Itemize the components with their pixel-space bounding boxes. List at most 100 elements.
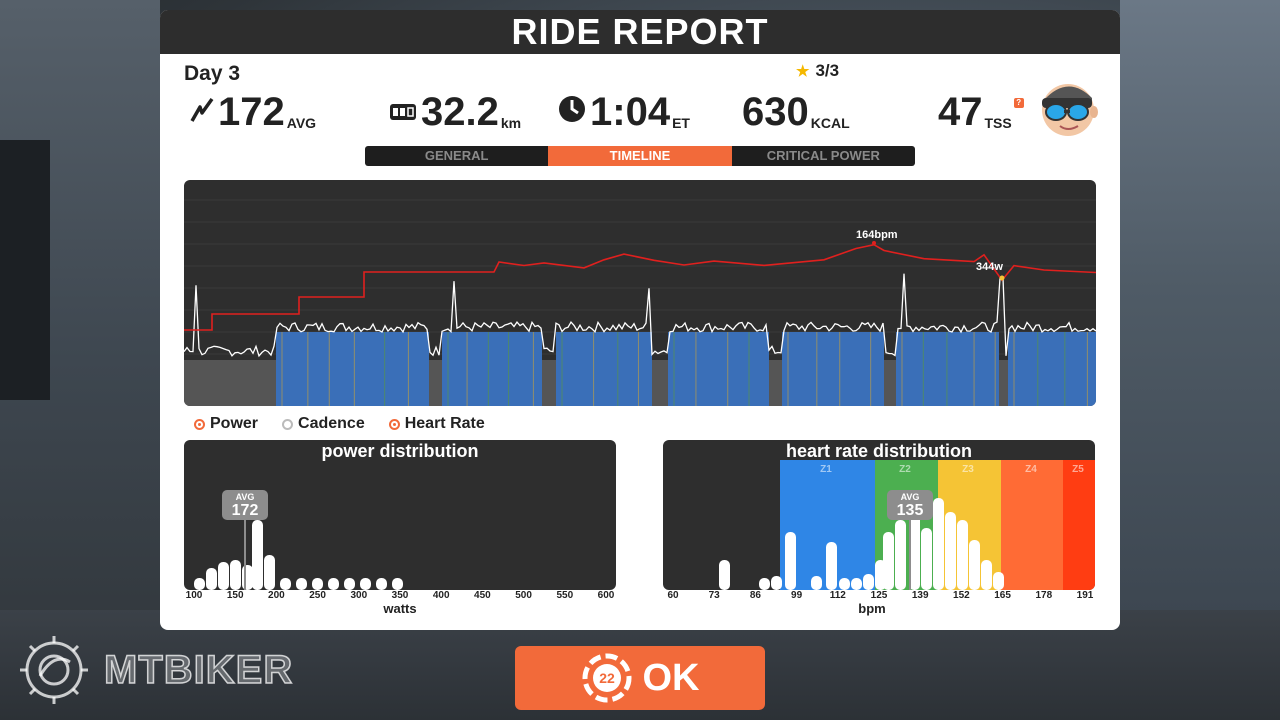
power-bolt-icon <box>190 97 214 128</box>
power-area-segment <box>999 360 1008 406</box>
power-area-segment <box>668 332 769 406</box>
brand-name: MTBIKER <box>103 647 294 693</box>
power-area-segment <box>276 332 429 406</box>
legend-power[interactable]: Power <box>194 415 258 433</box>
x-tick-label: 400 <box>432 590 450 601</box>
background-left <box>0 0 160 720</box>
hr-zone-band <box>1063 460 1095 590</box>
checkbox-icon <box>194 418 205 430</box>
clock-icon <box>558 95 586 128</box>
power-bin-bar <box>194 578 205 590</box>
power-bin-bar <box>230 560 241 590</box>
power-bin-bar <box>392 578 403 590</box>
x-tick-label: 191 <box>1076 590 1094 601</box>
zone-label: Z3 <box>962 464 974 475</box>
tab-general[interactable]: GENERAL <box>365 146 549 166</box>
x-tick-label: 86 <box>749 590 761 601</box>
power-bin-bar <box>376 578 387 590</box>
x-tick-label: 73 <box>708 590 720 601</box>
background-right <box>1120 0 1280 720</box>
hr-bin-bar <box>883 532 894 590</box>
legend-label: Heart Rate <box>404 415 485 432</box>
x-tick-label: 178 <box>1035 590 1053 601</box>
power-distribution-title: power distribution <box>321 441 479 461</box>
avatar <box>1032 78 1098 138</box>
power-bin-bar <box>312 578 323 590</box>
stat-tss: 47 TSS ? <box>938 90 1024 134</box>
zone-label: Z2 <box>899 464 911 475</box>
tab-critical-power[interactable]: CRITICAL POWER <box>731 146 915 166</box>
hr-bin-bar <box>771 576 782 590</box>
hr-bin-bar <box>811 576 822 590</box>
x-tick-label: 60 <box>667 590 679 601</box>
stat-unit: ET <box>672 115 690 131</box>
hr-bin-bar <box>895 520 906 590</box>
power-peak-label: 344w <box>976 261 1003 273</box>
power-bin-bar <box>328 578 339 590</box>
x-tick-label: 600 <box>597 590 615 601</box>
x-tick-label: 500 <box>515 590 532 601</box>
x-tick-label: 350 <box>391 590 409 601</box>
x-tick-label: 200 <box>268 590 285 601</box>
stat-unit: KCAL <box>810 115 850 131</box>
ok-badge-icon: 22 <box>582 653 631 703</box>
hr-bin-bar <box>863 574 874 590</box>
stat-value: 1:04 <box>590 90 671 134</box>
x-tick-label: 165 <box>994 590 1011 601</box>
tss-info-icon[interactable]: ? <box>1013 98 1024 108</box>
hr-bin-bar <box>921 528 932 590</box>
power-area-segment <box>896 332 999 406</box>
stat-value: 630 <box>742 90 809 134</box>
tab-timeline[interactable]: TIMELINE <box>548 146 732 166</box>
x-tick-label: 152 <box>953 590 970 601</box>
ok-button[interactable]: 22 OK <box>515 646 765 710</box>
x-tick-label: 139 <box>911 590 929 601</box>
power-x-ticks: 100 150 200 250 300 350 400 450 500 550 600 <box>184 590 616 602</box>
power-area-segment <box>1008 332 1096 406</box>
stat-calories: 630 KCAL <box>742 90 850 134</box>
stars-counter: ★ 3/3 <box>796 61 839 81</box>
power-bin-bar <box>206 568 217 590</box>
power-bin-bar <box>280 578 291 590</box>
x-tick-label: 125 <box>870 590 888 601</box>
x-tick-label: 250 <box>309 590 326 601</box>
power-bin-bar <box>264 555 275 590</box>
power-bin-bar <box>360 578 371 590</box>
chart-legend: Power Cadence Heart Rate <box>194 415 485 433</box>
svg-text:22: 22 <box>599 670 615 686</box>
stat-value: 172 <box>218 90 285 134</box>
x-tick-label: 300 <box>350 590 368 601</box>
stars-value: 3/3 <box>815 61 840 80</box>
x-tick-label: 450 <box>474 590 491 601</box>
hr-peak-label: 164bpm <box>856 229 898 241</box>
hr-bin-bar <box>719 560 730 590</box>
power-area-segment <box>442 332 542 406</box>
power-bin-bar <box>218 562 229 590</box>
legend-cadence[interactable]: Cadence <box>282 415 365 433</box>
hr-bin-bar <box>851 578 862 590</box>
stat-unit: TSS <box>984 115 1012 131</box>
stat-elapsed-time: 1:04 ET <box>558 90 690 134</box>
hr-distribution-title: heart rate distribution <box>785 441 973 461</box>
stat-value: 47 <box>938 90 983 134</box>
hr-x-label: bpm <box>858 601 886 616</box>
zone-label: Z4 <box>1025 464 1037 475</box>
power-area-segment <box>429 360 442 406</box>
checkbox-icon <box>388 418 400 430</box>
timeline-chart[interactable]: 164bpm 344w <box>184 180 1096 406</box>
stats-row: 172 AVG 32.2 km 1:04 ET 630 KCAL 47 TSS … <box>184 90 1084 140</box>
power-bin-bar <box>296 578 307 590</box>
power-area-segment <box>884 360 896 406</box>
legend-label: Cadence <box>298 415 365 432</box>
report-tabs: GENERAL TIMELINE CRITICAL POWER <box>365 146 915 166</box>
odometer-icon <box>389 101 417 128</box>
power-area-segment <box>542 360 556 406</box>
hr-bin-bar <box>993 572 1004 590</box>
zone-label: Z1 <box>820 464 832 475</box>
ok-label: OK <box>642 656 700 699</box>
power-area-segment <box>769 360 782 406</box>
legend-heart-rate[interactable]: Heart Rate <box>388 415 485 433</box>
hr-bin-bar <box>981 560 992 590</box>
x-tick-label: 550 <box>556 590 574 601</box>
zone-label: Z5 <box>1072 464 1084 475</box>
